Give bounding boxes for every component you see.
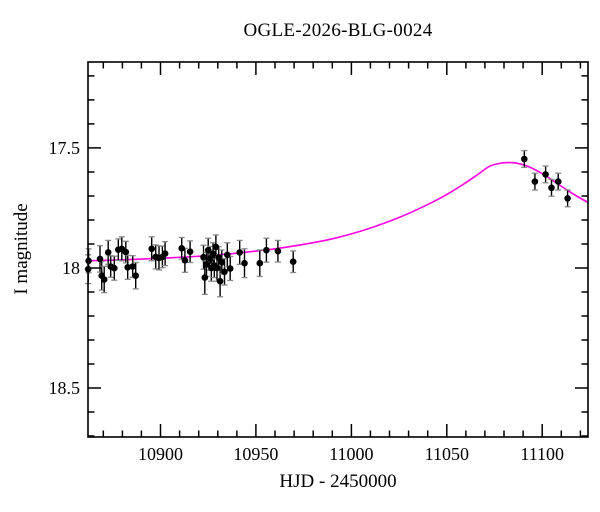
data-point	[531, 178, 539, 185]
data-point	[204, 246, 212, 254]
data-point	[289, 258, 297, 266]
data-point	[564, 195, 571, 202]
data-point	[111, 264, 118, 272]
data-point	[124, 264, 131, 271]
data-point	[548, 184, 555, 192]
data-point	[148, 245, 155, 253]
data-point	[206, 255, 214, 262]
data-point	[201, 274, 209, 281]
y-tick-label: 18.5	[49, 378, 81, 398]
data-point	[241, 259, 248, 267]
y-axis-title: I magnitude	[11, 203, 32, 295]
data-point	[161, 250, 169, 257]
data-point	[132, 272, 139, 280]
x-tick-label: 11000	[329, 444, 373, 464]
data-point	[209, 250, 217, 257]
x-tick-label: 10900	[138, 444, 183, 464]
data-point	[104, 249, 112, 256]
data-point	[212, 243, 220, 251]
x-axis-title: HJD - 2450000	[279, 471, 397, 492]
data-point	[129, 263, 136, 270]
plot-frame	[87, 61, 589, 438]
plot-title: OGLE-2026-BLG-0024	[243, 20, 433, 41]
x-tick-label: 11050	[425, 444, 469, 464]
data-point	[236, 249, 243, 256]
data-point	[186, 248, 194, 255]
data-point	[224, 251, 231, 259]
x-tick-label: 10950	[233, 444, 278, 464]
data-point	[122, 248, 130, 256]
x-tick-label: 11100	[520, 444, 564, 464]
data-point	[263, 246, 270, 254]
data-point	[178, 245, 185, 252]
data-point	[96, 255, 104, 263]
data-point	[521, 155, 528, 163]
data-point	[554, 178, 562, 185]
y-tick-label: 17.5	[49, 138, 81, 158]
data-point	[213, 264, 221, 272]
data-point	[256, 259, 264, 267]
data-point	[274, 247, 282, 255]
data-point	[200, 253, 207, 261]
data-point	[218, 258, 226, 266]
y-tick-label: 18	[62, 258, 80, 278]
data-point	[221, 268, 228, 276]
data-point	[216, 277, 224, 285]
data-point	[181, 257, 189, 264]
data-point	[203, 261, 210, 268]
data-point	[226, 265, 234, 272]
data-point	[542, 171, 549, 178]
data-point	[100, 276, 108, 283]
